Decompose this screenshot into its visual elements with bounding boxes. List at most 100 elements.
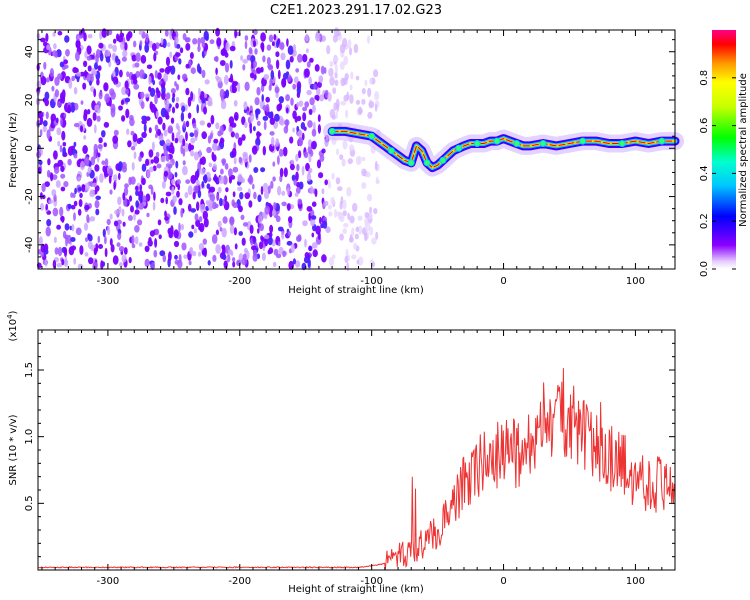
noise-speckle <box>303 151 309 159</box>
noise-speckle <box>361 98 366 105</box>
noise-speckle <box>204 93 208 98</box>
noise-speckle <box>277 69 281 80</box>
noise-speckle <box>279 167 284 178</box>
noise-speckle <box>289 56 294 63</box>
noise-speckle <box>172 92 176 98</box>
noise-speckle <box>230 251 234 256</box>
noise-speckle <box>144 43 150 53</box>
noise-speckle <box>144 245 150 252</box>
noise-speckle <box>134 225 140 233</box>
noise-speckle <box>311 128 317 137</box>
noise-speckle <box>295 235 302 242</box>
noise-speckle <box>257 215 263 224</box>
noise-speckle <box>42 120 48 127</box>
noise-speckle <box>164 99 170 110</box>
noise-speckle <box>196 63 201 73</box>
noise-speckle <box>282 250 287 258</box>
noise-speckle <box>138 196 144 202</box>
track-node <box>387 147 395 155</box>
noise-speckle <box>188 260 192 266</box>
noise-speckle <box>308 108 313 115</box>
noise-speckle <box>242 64 246 71</box>
noise-speckle <box>155 110 159 118</box>
noise-speckle <box>234 115 238 121</box>
noise-speckle <box>339 154 344 160</box>
noise-speckle <box>131 74 136 81</box>
noise-speckle <box>185 87 190 96</box>
noise-speckle <box>77 176 82 182</box>
noise-speckle <box>106 218 111 226</box>
noise-speckle <box>171 106 176 114</box>
noise-speckle <box>207 122 212 128</box>
noise-speckle <box>71 224 75 232</box>
noise-speckle <box>139 184 143 192</box>
noise-speckle <box>117 232 122 240</box>
noise-speckle <box>175 52 181 57</box>
track-node <box>455 144 463 152</box>
noise-speckle <box>358 225 363 235</box>
noise-speckle <box>60 186 66 192</box>
noise-speckle <box>244 35 249 41</box>
noise-speckle <box>189 52 194 59</box>
noise-speckle <box>194 213 199 221</box>
noise-speckle <box>57 140 61 147</box>
noise-speckle <box>219 137 225 144</box>
noise-speckle <box>171 186 175 195</box>
noise-speckle <box>298 181 304 190</box>
noise-speckle <box>104 84 108 89</box>
noise-speckle <box>286 240 293 246</box>
noise-speckle <box>185 131 188 142</box>
noise-speckle <box>40 76 47 86</box>
noise-speckle <box>98 244 103 249</box>
noise-speckle <box>154 238 158 248</box>
noise-speckle <box>266 44 272 51</box>
noise-speckle <box>230 73 233 83</box>
noise-speckle <box>193 185 199 194</box>
noise-speckle <box>114 209 119 215</box>
noise-speckle <box>352 202 358 212</box>
spectrogram-y-tick-labels: -40 -20 0 20 40 <box>24 45 35 253</box>
noise-speckle <box>267 249 271 255</box>
noise-speckle <box>253 126 256 132</box>
noise-speckle <box>175 96 180 102</box>
noise-speckle <box>115 78 119 85</box>
noise-speckle <box>95 208 100 216</box>
noise-speckle <box>369 206 372 214</box>
noise-speckle <box>159 250 166 257</box>
noise-speckle <box>196 179 200 187</box>
noise-speckle <box>92 182 97 188</box>
noise-speckle <box>75 40 81 49</box>
noise-speckle <box>319 216 322 225</box>
noise-speckle <box>198 149 202 159</box>
noise-speckle <box>315 32 321 42</box>
noise-speckle <box>73 200 78 207</box>
noise-speckle <box>343 223 349 228</box>
noise-speckle <box>246 54 252 61</box>
noise-speckle <box>118 246 125 252</box>
noise-speckle <box>292 110 297 120</box>
noise-speckle <box>252 253 258 262</box>
noise-speckle <box>215 229 219 236</box>
noise-speckle <box>333 102 338 111</box>
noise-speckle <box>273 202 277 210</box>
noise-speckle <box>197 44 201 53</box>
noise-speckle <box>221 227 227 238</box>
noise-speckle <box>274 86 280 94</box>
noise-speckle <box>345 109 349 119</box>
noise-speckle <box>266 56 271 66</box>
noise-speckle <box>54 89 60 98</box>
noise-speckle <box>116 242 121 248</box>
noise-speckle <box>220 168 224 175</box>
noise-speckle <box>331 172 335 180</box>
noise-speckle <box>160 155 166 163</box>
noise-speckle <box>156 163 162 169</box>
noise-speckle <box>84 69 87 78</box>
noise-speckle <box>57 159 64 167</box>
snr-y-tick-label: 1.5 <box>24 362 35 378</box>
noise-speckle <box>286 38 289 47</box>
noise-speckle <box>339 43 346 54</box>
noise-speckle <box>238 156 242 164</box>
noise-speckle <box>267 111 273 119</box>
noise-speckle <box>120 99 125 106</box>
noise-speckle <box>215 67 218 76</box>
